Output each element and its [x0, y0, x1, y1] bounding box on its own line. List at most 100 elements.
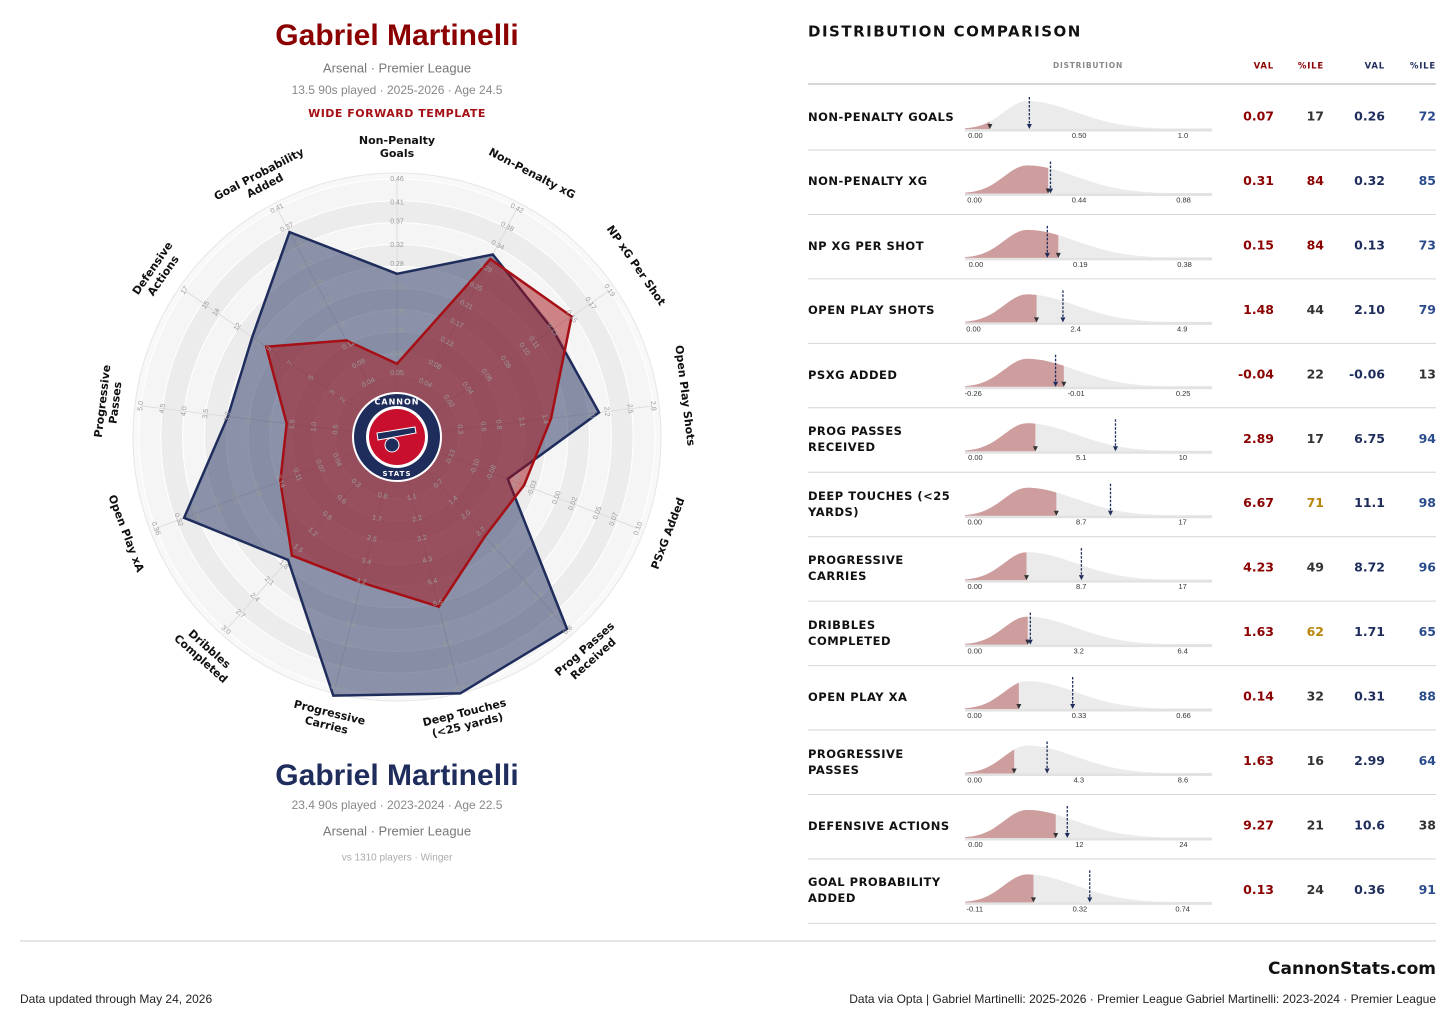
radar-tick-label: 7.6	[335, 663, 346, 672]
current-percentile: 17	[1307, 431, 1324, 446]
comparison-arrow	[1087, 897, 1093, 903]
current-value: -0.04	[1238, 366, 1274, 381]
current-percentile: 84	[1307, 173, 1325, 188]
x-tick-label: 0.00	[967, 711, 982, 720]
radar-tick-label: 0.23	[390, 285, 404, 292]
radar-tick-label: 8.4	[330, 683, 341, 692]
radar-tick-label: 0.9	[321, 510, 333, 522]
radar-tick-label: 3.5	[202, 408, 210, 419]
x-tick-label: 0.50	[1072, 131, 1087, 140]
radar-tick-label: 0.11	[291, 468, 302, 483]
distribution-fill	[965, 810, 1056, 838]
radar-tick-label: 14	[212, 307, 222, 317]
radar-tick-label: 1.4	[448, 495, 460, 507]
radar-tick-label: 5.4	[427, 577, 438, 586]
radar-tick-label: 2.7	[475, 526, 487, 538]
radar-tick-label: 0.09	[390, 351, 404, 358]
current-percentile: 22	[1307, 366, 1324, 381]
radar-tick-label: 15	[201, 300, 211, 310]
radar-tick-label: 0.04	[331, 452, 342, 467]
comparison-arrow	[1026, 124, 1032, 129]
radar-tick-label: 1.1	[406, 493, 417, 502]
distribution-title: DISTRIBUTION COMPARISON	[808, 23, 1082, 41]
radar-tick-label: 12	[233, 322, 243, 332]
row-label: GOAL PROBABILITY ADDED	[808, 875, 941, 906]
radar-tick-label: 0.41	[390, 200, 404, 207]
footer-source: Data via Opta | Gabriel Martinelli: 2025…	[849, 992, 1436, 1006]
distribution-fill	[965, 121, 990, 129]
current-percentile: 24	[1307, 882, 1325, 897]
current-marker	[1055, 252, 1061, 258]
x-tick-label: 0.00	[968, 131, 983, 140]
radar-tick-label: 4.5	[159, 403, 167, 414]
current-percentile: 49	[1307, 560, 1324, 575]
x-tick-label: -0.11	[967, 904, 984, 913]
radar-tick-label: 0.18	[252, 482, 263, 497]
radar-tick-label: 0.00	[551, 490, 562, 505]
x-tick-label: 0.00	[967, 582, 982, 591]
current-value: 0.07	[1243, 109, 1274, 124]
comparison-value: 6.75	[1354, 431, 1385, 446]
distribution-curve	[965, 552, 1212, 581]
x-tick-label: 0.00	[969, 260, 984, 269]
comparison-arrow	[1044, 252, 1050, 258]
x-tick-label: -0.01	[1068, 389, 1085, 398]
radar-tick-label: 0.6	[335, 494, 347, 506]
radar-tick-label: 0.32	[172, 512, 183, 527]
radar-axis-label: Non-Penalty Goals	[358, 134, 436, 160]
radar-tick-label: 0.7	[433, 478, 445, 490]
radar-tick-label: 10.8	[451, 683, 466, 693]
radar-tick-label: 1.4	[541, 414, 549, 425]
x-tick-label: 17	[1178, 582, 1186, 591]
radar-tick-label: 0.46	[390, 176, 404, 183]
current-percentile: 21	[1307, 817, 1324, 832]
x-tick-label: 0.38	[1177, 260, 1192, 269]
current-marker	[1032, 446, 1038, 452]
radar-tick-label: 1.1	[517, 417, 525, 428]
distribution-fill	[965, 165, 1049, 194]
radar-tick-label: 9	[265, 345, 273, 352]
comparison-value: 0.32	[1354, 173, 1385, 188]
radar-tick-label: 7	[286, 360, 294, 367]
x-tick-label: 0.25	[1176, 389, 1191, 398]
radar-tick-label: 0.32	[390, 242, 404, 249]
radar-tick-label: 2.5	[245, 414, 253, 425]
radar-tick-label: 1.5	[292, 543, 304, 555]
row-label: PROGRESSIVE PASSES	[808, 746, 904, 777]
current-marker	[1030, 897, 1036, 903]
comparison-value: 10.6	[1354, 817, 1385, 832]
radar-tick-label: 4.8	[520, 576, 532, 588]
current-percentile: 44	[1307, 302, 1325, 317]
radar-tick-label: 0.14	[274, 474, 285, 489]
distribution-fill	[965, 552, 1027, 581]
comparison-percentile: 13	[1419, 366, 1436, 381]
column-header: VAL	[1365, 62, 1385, 72]
row-label: PROGRESSIVE CARRIES	[808, 553, 904, 584]
radar-tick-label: 0.25	[212, 497, 223, 512]
comparison-percentile: 88	[1419, 689, 1436, 704]
radar-tick-label: 1.0	[310, 422, 318, 433]
x-tick-label: 2.4	[1071, 324, 1081, 333]
distribution-fill	[965, 616, 1028, 645]
comparison-arrow	[1048, 188, 1053, 194]
radar-tick-label: 1.2	[306, 527, 318, 539]
radar-tick-label: 0.05	[592, 505, 603, 520]
comparison-value: 0.13	[1354, 237, 1385, 252]
x-tick-label: 17	[1178, 518, 1186, 527]
comparison-arrow	[1053, 381, 1059, 387]
radar-tick-label: 2	[339, 396, 347, 403]
current-value: 1.63	[1243, 753, 1274, 768]
row-label: NP XG PER SHOT	[808, 238, 925, 253]
x-tick-label: 8.6	[1178, 775, 1188, 784]
current-value: 9.27	[1243, 817, 1274, 832]
comparison-arrow	[1078, 575, 1084, 581]
x-tick-label: 0.00	[967, 518, 982, 527]
current-value: 4.23	[1243, 560, 1274, 575]
footer-updated: Data updated through May 24, 2026	[20, 992, 212, 1006]
radar-tick-label: 0.14	[390, 327, 404, 334]
radar-tick-label: 2.0	[587, 408, 595, 419]
radar-tick-label: 2.5	[626, 404, 634, 415]
radar-tick-label: 5.0	[351, 598, 362, 607]
